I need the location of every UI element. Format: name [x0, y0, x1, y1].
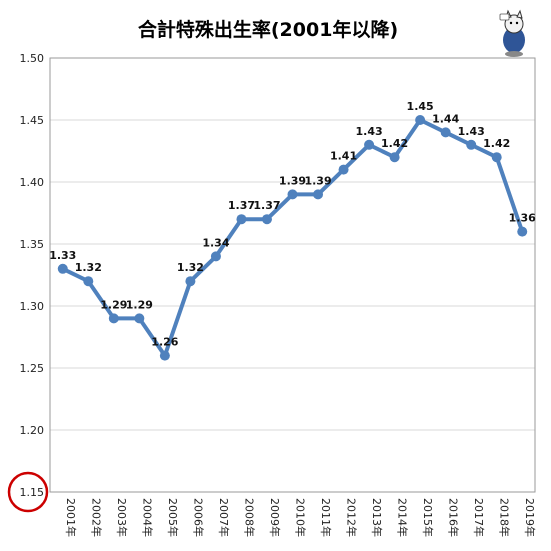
data-point — [236, 214, 247, 225]
data-markers — [57, 115, 528, 361]
data-point — [57, 263, 68, 274]
mascot-cat-icon — [499, 9, 525, 57]
data-point — [83, 276, 94, 287]
data-labels: 1.331.321.291.291.261.321.341.371.371.39… — [49, 100, 536, 349]
data-label: 1.39 — [279, 174, 306, 187]
y-tick-label: 1.25 — [20, 362, 45, 375]
y-tick-label: 1.30 — [20, 300, 45, 313]
x-tick-label: 2019年 — [523, 498, 537, 537]
x-tick-label: 2013年 — [370, 498, 384, 537]
data-label: 1.45 — [407, 100, 434, 113]
data-label: 1.34 — [202, 236, 229, 249]
data-label: 1.43 — [458, 125, 485, 138]
data-label: 1.33 — [49, 249, 76, 262]
data-label: 1.26 — [151, 336, 178, 349]
data-label: 1.39 — [304, 174, 331, 187]
highlight-circle — [7, 471, 49, 513]
chart-title: 合計特殊出生率(2001年以降) — [138, 18, 398, 41]
data-label: 1.42 — [381, 137, 408, 150]
data-point — [313, 189, 324, 200]
data-label: 1.36 — [509, 212, 536, 225]
data-point — [134, 313, 145, 324]
data-point — [517, 226, 528, 237]
data-label: 1.42 — [483, 137, 510, 150]
data-label: 1.29 — [100, 298, 127, 311]
x-axis-ticks: 2001年 2002年 2003年 2004年 2005年 2006年 2007年 2008年… — [64, 498, 537, 537]
x-tick-label: 2005年 — [166, 498, 180, 537]
y-tick-label: 1.20 — [20, 424, 45, 437]
data-point — [159, 350, 170, 361]
gridlines — [50, 119, 535, 431]
x-tick-label: 2009年 — [268, 498, 282, 537]
x-tick-label: 2003年 — [115, 498, 129, 537]
data-point — [389, 152, 400, 163]
y-tick-label: 1.50 — [20, 52, 45, 65]
data-point — [440, 127, 451, 138]
data-point — [338, 164, 349, 175]
series-line — [61, 118, 525, 358]
y-tick-label: 1.35 — [20, 238, 45, 251]
data-label: 1.44 — [432, 112, 459, 125]
x-tick-label: 2004年 — [140, 498, 154, 537]
x-tick-label: 2011年 — [319, 498, 333, 537]
x-tick-label: 2002年 — [89, 498, 103, 537]
x-tick-label: 2001年 — [64, 498, 78, 537]
data-point — [185, 276, 196, 287]
y-tick-label: 1.15 — [20, 486, 45, 499]
x-tick-label: 2018年 — [498, 498, 512, 537]
data-label: 1.32 — [75, 261, 102, 274]
data-point — [261, 214, 272, 225]
x-tick-label: 2006年 — [191, 498, 205, 537]
x-tick-label: 2008年 — [242, 498, 256, 537]
data-point — [491, 152, 502, 163]
data-point — [415, 115, 426, 125]
data-label: 1.29 — [126, 298, 153, 311]
y-tick-label: 1.45 — [20, 114, 45, 127]
x-tick-label: 2012年 — [345, 498, 359, 537]
data-point — [210, 251, 221, 262]
data-label: 1.43 — [356, 125, 383, 138]
plot-area — [49, 57, 536, 493]
y-axis-ticks: 1.15 1.20 1.25 1.30 1.35 1.40 1.45 1.50 — [20, 52, 45, 499]
x-tick-label: 2010年 — [294, 498, 308, 537]
x-tick-label: 2007年 — [217, 498, 231, 537]
x-tick-label: 2017年 — [472, 498, 486, 537]
x-tick-label: 2015年 — [421, 498, 435, 537]
data-label: 1.32 — [177, 261, 204, 274]
x-tick-label: 2014年 — [396, 498, 410, 537]
y-tick-label: 1.40 — [20, 176, 45, 189]
data-point — [108, 313, 119, 324]
data-point — [364, 139, 375, 150]
data-label: 1.37 — [228, 199, 255, 212]
data-point — [287, 189, 298, 200]
data-label: 1.41 — [330, 150, 357, 163]
data-point — [466, 139, 477, 150]
data-label: 1.37 — [253, 199, 280, 212]
x-tick-label: 2016年 — [447, 498, 461, 537]
